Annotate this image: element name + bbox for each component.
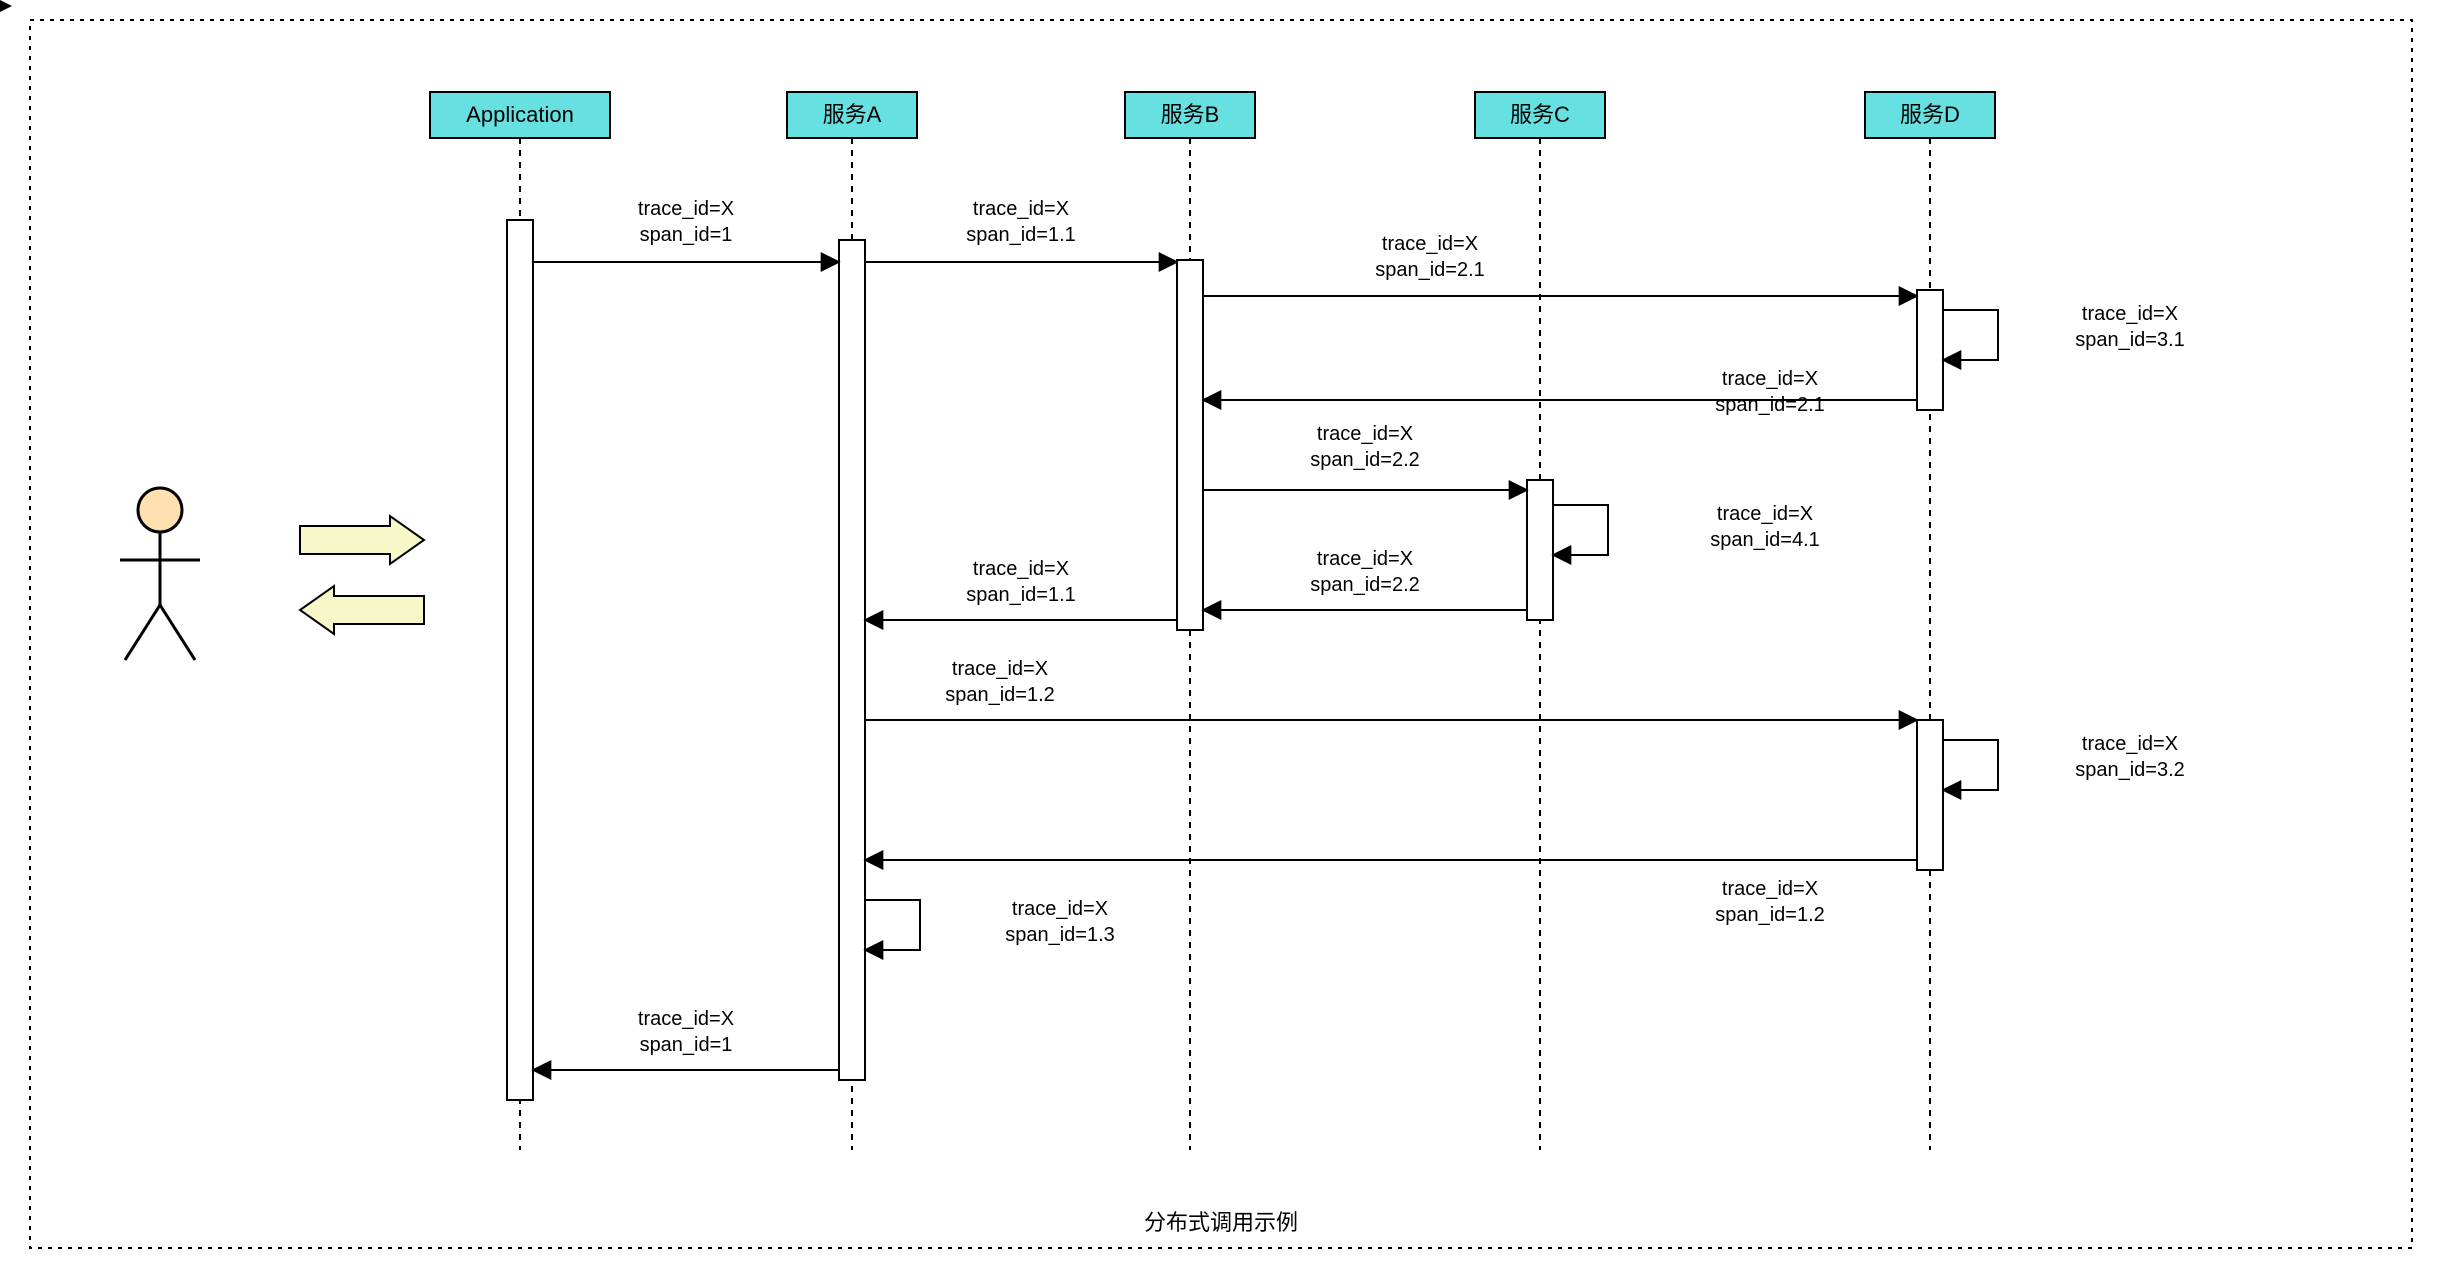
self-message-label2-1: span_id=4.1: [1710, 529, 1820, 551]
message-label2-3: span_id=2.1: [1715, 394, 1825, 416]
message-label2-0: span_id=1: [640, 224, 733, 246]
self-message-label1-0: trace_id=X: [2082, 303, 2178, 325]
response-arrow-icon: [300, 586, 424, 634]
participant-label-svcD: 服务D: [1900, 102, 1960, 127]
activation-svcB-2: [1177, 260, 1203, 630]
self-message-label1-2: trace_id=X: [2082, 733, 2178, 755]
message-label2-6: span_id=1.1: [966, 584, 1076, 606]
self-message-label1-1: trace_id=X: [1717, 503, 1813, 525]
self-message-1: [1553, 505, 1608, 555]
activation-svcA-1: [839, 240, 865, 1080]
message-label2-5: span_id=2.2: [1310, 574, 1420, 596]
message-label1-9: trace_id=X: [638, 1008, 734, 1030]
message-label2-8: span_id=1.2: [1715, 904, 1825, 926]
self-message-0: [1943, 310, 1998, 360]
message-label1-0: trace_id=X: [638, 198, 734, 220]
sequence-diagram: 分布式调用示例 Application 服务A 服务B 服务C 服务D trace_id=X…: [0, 0, 2442, 1268]
frame-border: [30, 20, 2412, 1248]
message-label2-2: span_id=2.1: [1375, 259, 1485, 281]
diagram-title: 分布式调用示例: [1144, 1210, 1298, 1235]
activation-svcD-5: [1917, 720, 1943, 870]
request-arrow-icon: [300, 516, 424, 564]
message-label2-7: span_id=1.2: [945, 684, 1055, 706]
self-message-label2-3: span_id=1.3: [1005, 924, 1115, 946]
participant-label-svcB: 服务B: [1161, 102, 1220, 127]
self-message-label1-3: trace_id=X: [1012, 898, 1108, 920]
message-label1-1: trace_id=X: [973, 198, 1069, 220]
activation-svcD-3: [1917, 290, 1943, 410]
participant-label-svcA: 服务A: [823, 102, 882, 127]
self-message-label2-2: span_id=3.2: [2075, 759, 2185, 781]
message-label1-4: trace_id=X: [1317, 423, 1413, 445]
message-label1-6: trace_id=X: [973, 558, 1069, 580]
message-label1-7: trace_id=X: [952, 658, 1048, 680]
actor-icon: [120, 488, 200, 660]
message-label2-9: span_id=1: [640, 1034, 733, 1056]
activation-svcC-4: [1527, 480, 1553, 620]
message-label1-3: trace_id=X: [1722, 368, 1818, 390]
activation-app-0: [507, 220, 533, 1100]
participant-svcD: 服务D: [1865, 92, 1995, 1150]
message-label1-2: trace_id=X: [1382, 233, 1478, 255]
participant-label-svcC: 服务C: [1510, 102, 1570, 127]
self-message-label2-0: span_id=3.1: [2075, 329, 2185, 351]
participant-label-app: Application: [466, 102, 574, 127]
message-label1-8: trace_id=X: [1722, 878, 1818, 900]
self-message-2: [1943, 740, 1998, 790]
message-label1-5: trace_id=X: [1317, 548, 1413, 570]
message-label2-1: span_id=1.1: [966, 224, 1076, 246]
self-message-3: [865, 900, 920, 950]
message-label2-4: span_id=2.2: [1310, 449, 1420, 471]
